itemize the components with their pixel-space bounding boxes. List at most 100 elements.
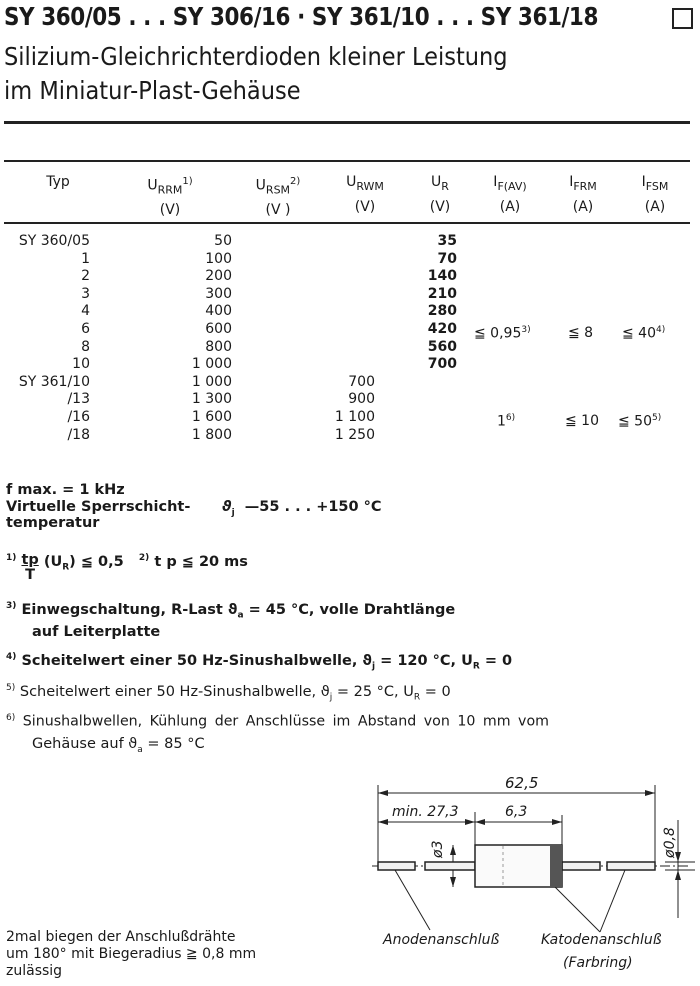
table-top-rule — [4, 160, 690, 162]
table-row: SY 361/10 1 000 700 — [0, 374, 700, 392]
ifsm-group2: ≦ 505) — [618, 413, 662, 430]
col-header-ursm: URSM2) (V ) — [255, 176, 301, 219]
footnote-3: 3) Einwegschaltung, R-Last ϑa = 45 °C, v… — [6, 601, 456, 621]
col-header-ifrm: IFRM (A) — [569, 174, 597, 215]
ifsm-group1: ≦ 404) — [622, 325, 666, 342]
cathode-lead-inner — [561, 861, 601, 871]
ifrm-group2: ≦ 10 — [565, 413, 599, 429]
table-row: 8 800 560 — [0, 339, 700, 357]
ifav-group1: ≦ 0,953) — [474, 325, 531, 342]
footnote-6-line-2: Gehäuse auf ϑa = 85 °C — [32, 736, 205, 755]
cell-urrm: 600 — [205, 321, 232, 337]
anode-label: Anodenanschluß — [383, 932, 500, 948]
table-row: 3 300 210 — [0, 286, 700, 304]
dim-lead-diameter: ø0,8 — [662, 827, 678, 858]
cathode-color-band — [550, 845, 562, 887]
cathode-lead-outer — [606, 861, 656, 871]
cell-typ: /16 — [67, 409, 90, 425]
footnote-1-2: 1) tp T (UR) ≦ 0,5 2) t p ≦ 20 ms — [6, 552, 248, 583]
cell-typ: 4 — [81, 303, 90, 320]
ifrm-group1: ≦ 8 — [568, 325, 594, 341]
footnote-5: 5) Scheitelwert einer 50 Hz-Sinushalbwel… — [6, 683, 451, 703]
bending-note-line-3: zulässig — [6, 963, 63, 979]
cell-urrm: 400 — [205, 303, 232, 320]
table-row: /16 1 600 1 100 — [0, 409, 700, 427]
cell-urrm: 1 300 — [191, 391, 232, 408]
temp-label-1: Virtuelle Sperrschicht- — [6, 499, 191, 515]
cell-urrm: 50 — [214, 233, 232, 249]
footnote-6: 6) Sinushalbwellen, Kühlung der Anschlüs… — [6, 713, 549, 730]
cell-ur: 420 — [427, 321, 457, 337]
table-row: /18 1 800 1 250 — [0, 427, 700, 445]
col-header-ifav: IF(AV) (A) — [493, 174, 527, 215]
cathode-leader-band — [554, 886, 601, 933]
table-row: 2 200 140 — [0, 268, 700, 286]
col-header-ifsm: IFSM (A) — [641, 174, 669, 215]
dim-body-diameter: ø3 — [430, 840, 446, 858]
cathode-note: (Farbring) — [563, 955, 633, 971]
cell-typ: 6 — [81, 321, 90, 337]
table-row: SY 360/05 50 35 — [0, 233, 700, 251]
cell-urrm: 1 800 — [191, 426, 232, 443]
cell-urrm: 1 000 — [191, 356, 232, 373]
col-header-typ: Typ — [46, 174, 70, 190]
cell-typ: SY 361/10 — [18, 373, 90, 390]
cell-ur: 700 — [427, 356, 457, 373]
cell-typ: 8 — [81, 338, 90, 355]
cell-urrm: 100 — [205, 250, 232, 267]
col-header-ur: UR (V) — [429, 174, 451, 215]
subtitle-line-2: im Miniatur-Plast-Gehäuse — [4, 76, 301, 105]
cell-typ: /13 — [67, 391, 90, 408]
cell-ur: 70 — [437, 250, 457, 267]
dim-overall-length: 62,5 — [505, 774, 539, 792]
checkbox-square — [672, 8, 693, 29]
cell-ur: 210 — [427, 285, 457, 302]
cathode-leader-lead — [599, 869, 626, 933]
footnote-4: 4) Scheitelwert einer 50 Hz-Sinushalbwel… — [6, 652, 513, 672]
col-header-urwm: URWM (V) — [346, 174, 384, 215]
dim-lead-min: min. 27,3 — [392, 804, 459, 820]
cell-ur: 35 — [437, 233, 457, 249]
subtitle-line-1: Silizium-Gleichrichterdioden kleiner Lei… — [4, 42, 508, 71]
cell-urrm: 1 600 — [191, 409, 232, 425]
cell-urrm: 800 — [205, 338, 232, 355]
cell-urwm: 1 100 — [334, 409, 375, 425]
cell-typ: 10 — [72, 356, 90, 373]
bending-note-line-2: um 180° mit Biegeradius ≧ 0,8 mm — [6, 946, 257, 962]
title-rule — [4, 121, 690, 124]
cell-urrm: 1 000 — [191, 373, 232, 390]
table-row: /13 1 300 900 — [0, 391, 700, 409]
col-header-urrm: URRM1) (V) — [147, 176, 193, 219]
document-title: SY 360/05 . . . SY 306/16 · SY 361/10 . … — [4, 2, 598, 31]
anode-lead-inner — [424, 861, 476, 871]
cell-ur: 280 — [427, 303, 457, 320]
dim-body-length: 6,3 — [505, 804, 528, 820]
table-row: 4 400 280 — [0, 303, 700, 321]
temp-value: ϑj —55 . . . +150 °C — [222, 499, 382, 518]
cathode-label: Katodenanschluß — [541, 932, 662, 948]
anode-leader — [394, 869, 431, 931]
ifav-group2: 16) — [497, 413, 516, 430]
temp-label-2: temperatur — [6, 515, 100, 531]
cell-typ: /18 — [67, 426, 90, 443]
footnote-3-line-2: auf Leiterplatte — [32, 624, 161, 640]
table-header-rule — [4, 222, 690, 224]
cell-typ: 3 — [81, 285, 90, 302]
bending-note-line-1: 2mal biegen der Anschlußdrähte — [6, 929, 236, 945]
cell-urwm: 900 — [348, 391, 375, 408]
table-row: 1 100 70 — [0, 251, 700, 269]
cell-typ: 2 — [81, 268, 90, 285]
table-row: 6 600 420 — [0, 321, 700, 339]
cell-urrm: 200 — [205, 268, 232, 285]
cell-ur: 560 — [427, 338, 457, 355]
cell-urwm: 1 250 — [334, 426, 375, 443]
cell-urwm: 700 — [348, 373, 375, 390]
cell-ur: 140 — [427, 268, 457, 285]
anode-lead-outer — [377, 861, 416, 871]
table-row: 10 1 000 700 — [0, 356, 700, 374]
cell-typ: SY 360/05 — [18, 233, 90, 249]
cell-typ: 1 — [81, 250, 90, 267]
fmax-spec: f max. = 1 kHz — [6, 482, 125, 498]
diode-body — [474, 844, 563, 888]
